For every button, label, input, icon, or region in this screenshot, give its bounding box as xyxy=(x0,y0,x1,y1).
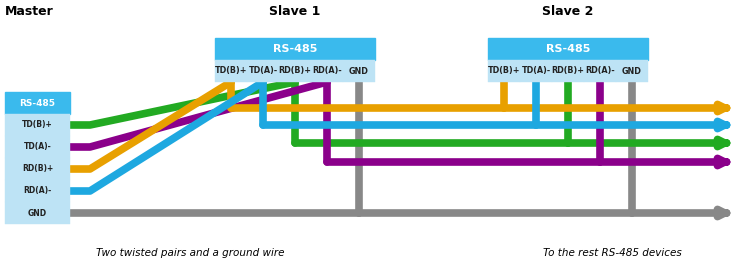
Text: RD(B)+: RD(B)+ xyxy=(551,67,585,75)
Bar xyxy=(215,38,375,60)
Bar xyxy=(343,60,375,82)
Bar xyxy=(279,60,311,82)
Text: RS-485: RS-485 xyxy=(273,44,317,54)
Bar xyxy=(247,60,279,82)
Text: RD(B)+: RD(B)+ xyxy=(22,165,53,173)
Text: TD(A)-: TD(A)- xyxy=(522,67,551,75)
Text: TD(B)+: TD(B)+ xyxy=(22,121,53,129)
Bar xyxy=(5,202,70,224)
Text: RD(A)-: RD(A)- xyxy=(586,67,615,75)
Bar xyxy=(5,136,70,158)
Text: GND: GND xyxy=(349,67,369,75)
Bar xyxy=(215,60,247,82)
Text: Two twisted pairs and a ground wire: Two twisted pairs and a ground wire xyxy=(96,248,284,258)
Text: GND: GND xyxy=(622,67,642,75)
Text: Slave 1: Slave 1 xyxy=(269,5,321,18)
Bar xyxy=(5,92,70,114)
Text: RD(A)-: RD(A)- xyxy=(312,67,341,75)
Text: Slave 2: Slave 2 xyxy=(542,5,594,18)
Text: TD(A)-: TD(A)- xyxy=(24,143,51,151)
Bar xyxy=(520,60,552,82)
Text: To the rest RS-485 devices: To the rest RS-485 devices xyxy=(542,248,682,258)
Text: TD(B)+: TD(B)+ xyxy=(488,67,520,75)
Bar xyxy=(488,38,648,60)
Text: RS-485: RS-485 xyxy=(19,99,56,107)
Text: RD(A)-: RD(A)- xyxy=(23,187,51,195)
Text: TD(A)-: TD(A)- xyxy=(248,67,278,75)
Bar xyxy=(5,180,70,202)
Text: RS-485: RS-485 xyxy=(546,44,590,54)
Text: GND: GND xyxy=(28,209,47,217)
Text: TD(B)+: TD(B)+ xyxy=(215,67,247,75)
Bar xyxy=(552,60,584,82)
Bar xyxy=(488,60,520,82)
Text: RD(B)+: RD(B)+ xyxy=(278,67,312,75)
Bar xyxy=(584,60,616,82)
Bar xyxy=(311,60,343,82)
Bar xyxy=(5,158,70,180)
Bar xyxy=(5,114,70,136)
Text: Master: Master xyxy=(5,5,54,18)
Bar xyxy=(616,60,648,82)
